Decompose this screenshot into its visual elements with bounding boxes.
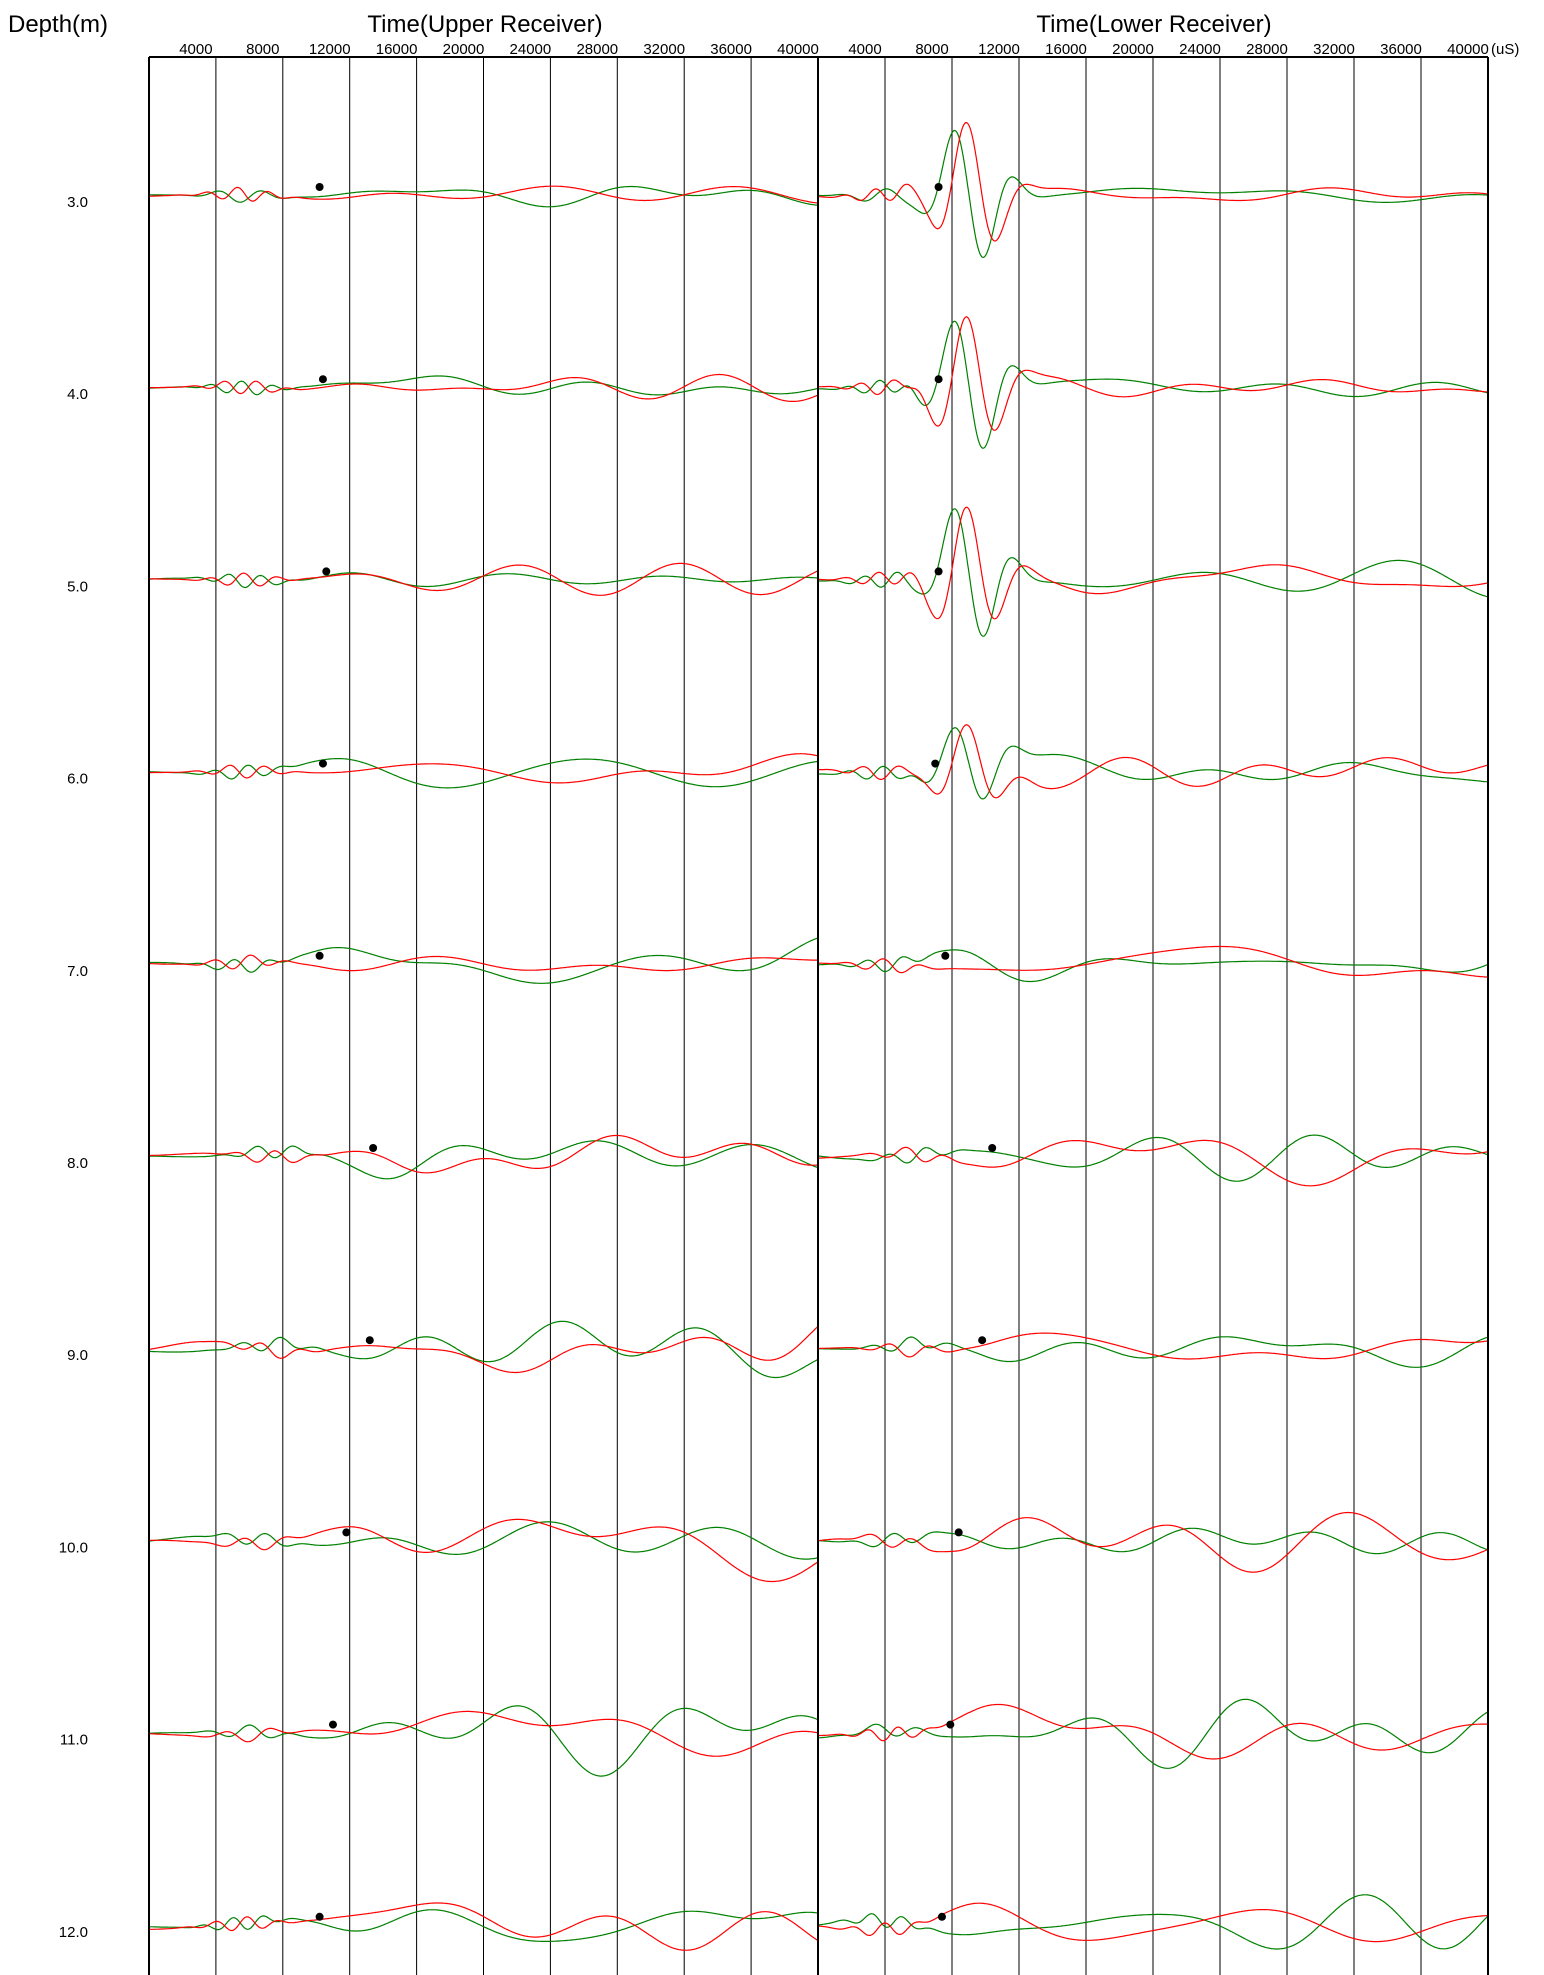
first-arrival-pick (315, 951, 324, 960)
first-arrival-pick (318, 759, 327, 768)
x-tick-label: 28000 (1246, 41, 1288, 58)
trace-red (149, 185, 818, 204)
trace-red (149, 1518, 818, 1583)
first-arrival-pick (315, 183, 324, 191)
x-tick-label: 28000 (576, 41, 618, 58)
first-arrival-pick (934, 375, 943, 384)
depth-label: 6.0 (67, 771, 88, 788)
trace-red (149, 1134, 818, 1174)
trace-red (817, 1902, 1488, 1943)
x-tick-label: 20000 (1112, 41, 1154, 58)
trace-green (149, 758, 818, 789)
frame-layer (148, 56, 1489, 1975)
first-arrival-pick (941, 951, 950, 960)
first-arrival-pick (369, 1144, 378, 1152)
trace-green (149, 375, 818, 396)
first-arrival-pick (342, 1528, 351, 1537)
trace-red (149, 373, 818, 402)
x-tick-label: 4000 (848, 41, 881, 58)
depth-label: 9.0 (67, 1347, 88, 1364)
first-arrival-pick (931, 759, 940, 768)
trace-layer (148, 122, 1488, 1951)
upper-panel-title: Time(Upper Receiver) (367, 11, 602, 38)
x-tick-label: 20000 (443, 41, 485, 58)
x-tick-label: 16000 (376, 41, 418, 58)
depth-label: 4.0 (67, 386, 88, 403)
first-arrival-pick (322, 567, 331, 576)
depth-label: 8.0 (67, 1155, 88, 1172)
trace-green (818, 129, 1488, 259)
first-arrival-pick (328, 1720, 337, 1729)
first-arrival-pick (937, 1912, 946, 1921)
first-arrival-pick (365, 1336, 374, 1345)
trace-green (818, 949, 1488, 983)
depth-label: 12.0 (59, 1924, 88, 1941)
depth-label: 3.0 (67, 194, 88, 211)
x-tick-label: 32000 (1313, 41, 1355, 58)
trace-red (149, 562, 818, 596)
trace-green (817, 1527, 1488, 1555)
trace-red (818, 316, 1488, 431)
trace-red (817, 945, 1488, 978)
x-tick-label: 16000 (1045, 41, 1087, 58)
x-tick-label: 36000 (710, 41, 752, 58)
first-arrival-pick (315, 1912, 324, 1921)
x-tick-label: 12000 (978, 41, 1020, 58)
trace-red (818, 1139, 1488, 1187)
trace-green (817, 1134, 1488, 1182)
depth-label-layer: 3.0 4.0 5.0 6.0 7.0 8.0 9.0 10.0 11.0 12.0 (59, 194, 88, 1941)
first-arrival-pick (934, 567, 943, 576)
trace-red (817, 1511, 1488, 1573)
trace-red (149, 954, 818, 972)
first-arrival-pick (318, 375, 327, 384)
trace-red (148, 1326, 818, 1374)
x-tick-label: 40000 (777, 41, 819, 58)
trace-red (818, 1332, 1488, 1360)
trace-green (149, 937, 818, 984)
trace-green (149, 1705, 818, 1777)
depth-label: 11.0 (60, 1732, 88, 1749)
trace-green (818, 1336, 1488, 1368)
trace-green (148, 1521, 818, 1560)
trace-red (149, 753, 818, 784)
trace-green (817, 1698, 1488, 1769)
x-tick-label: 40000 (1447, 41, 1489, 58)
depth-axis-label: Depth(m) (8, 11, 108, 38)
trace-red (817, 724, 1488, 799)
first-arrival-pick (946, 1720, 955, 1729)
trace-red (817, 1703, 1488, 1760)
trace-red (817, 122, 1488, 242)
first-arrival-pick (988, 1144, 997, 1152)
depth-label: 7.0 (67, 963, 88, 980)
trace-green (817, 1894, 1488, 1950)
x-tick-label: 8000 (246, 41, 279, 58)
x-unit-label: (uS) (1491, 41, 1519, 58)
trace-green (818, 727, 1488, 800)
trace-red (818, 506, 1488, 620)
tick-label-layer: 4000 8000 12000 16000 20000 24000 28000 32000 36… (179, 41, 1489, 58)
trace-green (149, 185, 818, 208)
x-tick-label: 12000 (309, 41, 351, 58)
x-tick-label: 36000 (1380, 41, 1422, 58)
x-tick-label: 32000 (643, 41, 685, 58)
x-tick-label: 4000 (179, 41, 212, 58)
trace-green (818, 508, 1488, 637)
trace-green (149, 1140, 818, 1180)
first-arrival-pick (978, 1336, 987, 1345)
trace-red (148, 1902, 818, 1951)
x-tick-label: 24000 (1179, 41, 1221, 58)
first-arrival-pick (954, 1528, 963, 1537)
first-arrival-pick (934, 183, 943, 191)
pick-layer (315, 183, 997, 1921)
trace-green (818, 320, 1488, 449)
trace-green (148, 1909, 818, 1942)
depth-label: 5.0 (67, 578, 88, 595)
x-tick-label: 8000 (915, 41, 948, 58)
trace-green (149, 1320, 818, 1379)
x-tick-label: 24000 (510, 41, 552, 58)
depth-label: 10.0 (59, 1539, 88, 1556)
trace-red (148, 1710, 818, 1757)
lower-panel-title: Time(Lower Receiver) (1036, 11, 1271, 38)
